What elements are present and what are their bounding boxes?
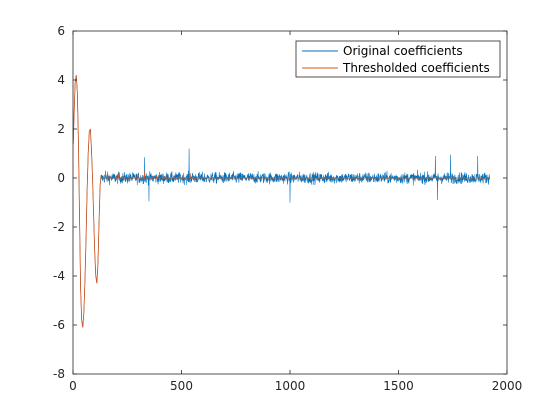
x-tick-label-2000: 2000 bbox=[492, 379, 523, 393]
legend-label-0: Original coefficients bbox=[343, 44, 463, 58]
legend-box bbox=[295, 40, 501, 78]
y-tick-label--4: -4 bbox=[53, 269, 65, 283]
y-tick-label-2: 2 bbox=[57, 122, 65, 136]
y-tick-label--8: -8 bbox=[53, 367, 65, 381]
y-tick-label--6: -6 bbox=[53, 318, 65, 332]
y-tick-label-0: 0 bbox=[57, 171, 65, 185]
series-thresholded-coefficients-line bbox=[72, 75, 490, 328]
y-tick-label--2: -2 bbox=[53, 220, 65, 234]
tick-marks bbox=[72, 30, 508, 375]
legend: Original coefficients Thresholded coeffic… bbox=[295, 40, 501, 78]
legend-label-1: Thresholded coefficients bbox=[342, 61, 490, 75]
series-layer bbox=[72, 75, 490, 328]
tick-labels: 0 500 1000 1500 2000 -8 -6 -4 -2 0 2 4 6 bbox=[53, 24, 522, 393]
y-tick-label-4: 4 bbox=[57, 73, 65, 87]
y-tick-label-6: 6 bbox=[57, 24, 65, 38]
x-tick-label-1500: 1500 bbox=[383, 379, 414, 393]
x-tick-label-0: 0 bbox=[69, 379, 77, 393]
x-tick-label-500: 500 bbox=[170, 379, 193, 393]
x-tick-label-1000: 1000 bbox=[275, 379, 306, 393]
